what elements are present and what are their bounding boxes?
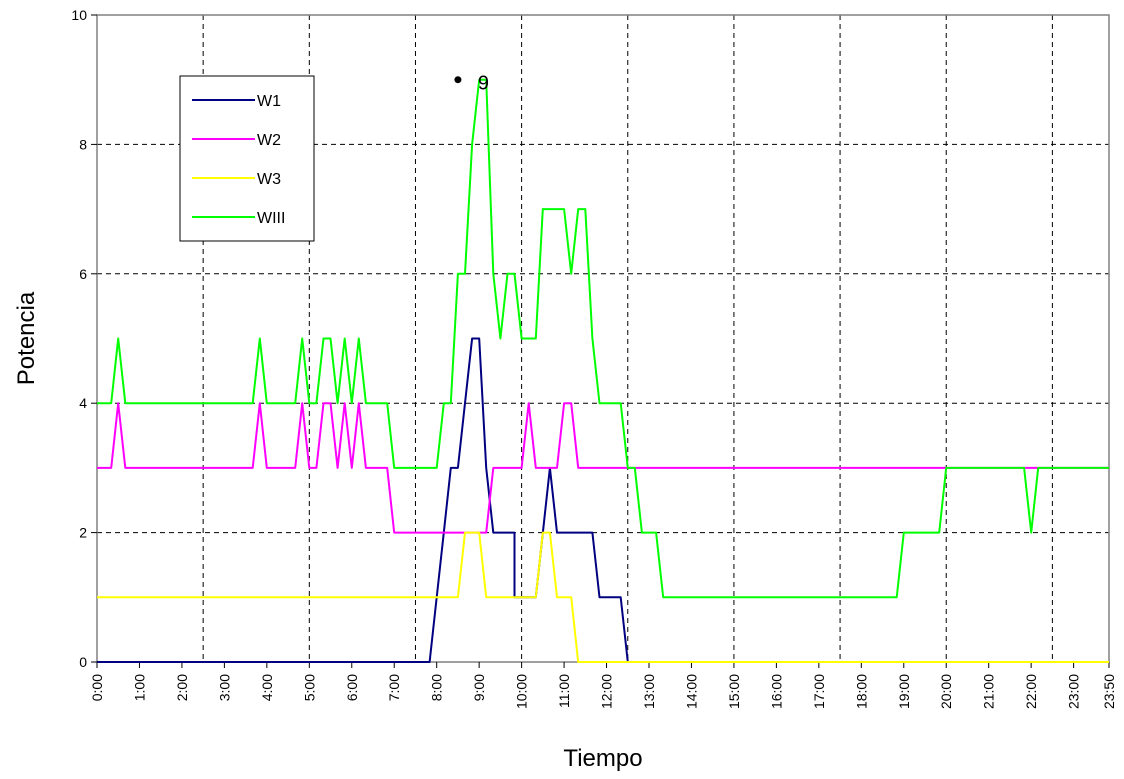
x-tick-label: 13:00 <box>641 674 657 709</box>
x-tick-label: 6:00 <box>344 674 360 701</box>
y-tick-label: 2 <box>79 525 87 541</box>
series-line-wiii <box>97 78 1109 599</box>
y-tick-label: 4 <box>79 395 87 411</box>
x-tick-label: 10:00 <box>514 674 530 709</box>
x-tick-label: 20:00 <box>938 674 954 709</box>
legend-label-wiii: WIII <box>257 210 285 227</box>
series-line-w3 <box>97 531 1109 663</box>
legend: W1 W2 W3 WIII <box>179 75 315 242</box>
x-tick-label: 15:00 <box>726 674 742 709</box>
x-tick-label: 23:50 <box>1101 674 1117 709</box>
x-tick-label: 1:00 <box>131 674 147 701</box>
x-tick-label: 7:00 <box>386 674 402 701</box>
annotation: 9 <box>454 73 489 95</box>
x-tick-label: 16:00 <box>768 674 784 709</box>
x-tick-label: 22:00 <box>1023 674 1039 709</box>
series-line-w1 <box>97 337 1109 663</box>
x-tick-label: 4:00 <box>259 674 275 701</box>
series-lines <box>97 78 1109 663</box>
y-axis-title: Potencia <box>13 291 40 385</box>
x-tick-label: 19:00 <box>896 674 912 709</box>
x-tick-label: 17:00 <box>811 674 827 709</box>
legend-label-w3: W3 <box>257 171 281 188</box>
annotation-marker <box>454 76 462 84</box>
x-tick-label: 2:00 <box>174 674 190 701</box>
x-tick-label: 23:00 <box>1066 674 1082 709</box>
x-tick-label: 14:00 <box>683 674 699 709</box>
x-tick-label: 8:00 <box>429 674 445 701</box>
x-tick-label: 9:00 <box>471 674 487 701</box>
annotation-label: 9 <box>478 73 489 95</box>
x-tick-label: 11:00 <box>556 674 572 708</box>
x-tick-label: 18:00 <box>853 674 869 709</box>
y-tick-label: 0 <box>79 654 87 670</box>
x-tick-label: 0:00 <box>89 674 105 701</box>
x-tick-label: 5:00 <box>301 674 317 701</box>
x-tick-label: 21:00 <box>981 674 997 709</box>
legend-box <box>179 75 315 242</box>
y-tick-label: 6 <box>79 266 87 282</box>
x-tick-label: 12:00 <box>599 674 615 709</box>
axes: 0 2 4 6 8 10 0:00 1:00 2:00 3:00 4:00 5:00 6:00 7:00 8… <box>71 7 1117 709</box>
legend-label-w2: W2 <box>257 132 281 149</box>
x-tick-label: 3:00 <box>216 674 232 701</box>
y-tick-label: 10 <box>71 7 87 23</box>
legend-label-w1: W1 <box>257 93 281 110</box>
series-line-w2 <box>97 402 1109 534</box>
x-axis-title: Tiempo <box>563 745 642 772</box>
y-tick-label: 8 <box>79 136 87 152</box>
